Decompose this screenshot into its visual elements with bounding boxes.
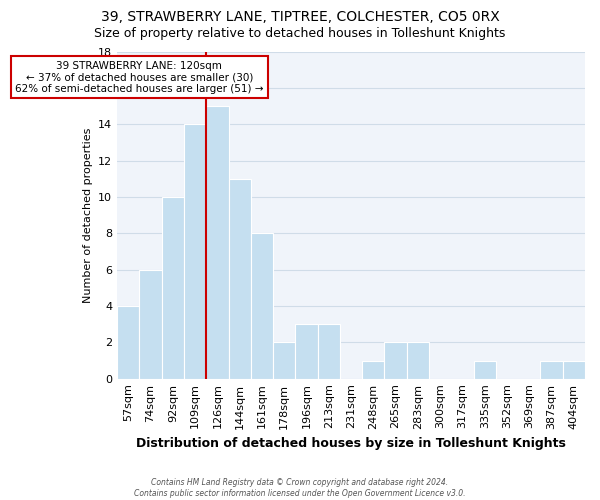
Bar bbox=[473, 360, 496, 378]
Bar bbox=[184, 124, 206, 378]
Text: 39, STRAWBERRY LANE, TIPTREE, COLCHESTER, CO5 0RX: 39, STRAWBERRY LANE, TIPTREE, COLCHESTER… bbox=[101, 10, 499, 24]
Bar bbox=[295, 324, 317, 378]
Bar bbox=[563, 360, 585, 378]
Bar bbox=[161, 197, 184, 378]
X-axis label: Distribution of detached houses by size in Tolleshunt Knights: Distribution of detached houses by size … bbox=[136, 437, 566, 450]
Bar bbox=[317, 324, 340, 378]
Bar bbox=[541, 360, 563, 378]
Text: 39 STRAWBERRY LANE: 120sqm
← 37% of detached houses are smaller (30)
62% of semi: 39 STRAWBERRY LANE: 120sqm ← 37% of deta… bbox=[15, 60, 263, 94]
Text: Contains HM Land Registry data © Crown copyright and database right 2024.
Contai: Contains HM Land Registry data © Crown c… bbox=[134, 478, 466, 498]
Y-axis label: Number of detached properties: Number of detached properties bbox=[83, 128, 92, 303]
Text: Size of property relative to detached houses in Tolleshunt Knights: Size of property relative to detached ho… bbox=[94, 28, 506, 40]
Bar bbox=[117, 306, 139, 378]
Bar bbox=[273, 342, 295, 378]
Bar bbox=[385, 342, 407, 378]
Bar bbox=[206, 106, 229, 378]
Bar bbox=[251, 234, 273, 378]
Bar bbox=[362, 360, 385, 378]
Bar bbox=[407, 342, 429, 378]
Bar bbox=[139, 270, 161, 378]
Bar bbox=[229, 178, 251, 378]
